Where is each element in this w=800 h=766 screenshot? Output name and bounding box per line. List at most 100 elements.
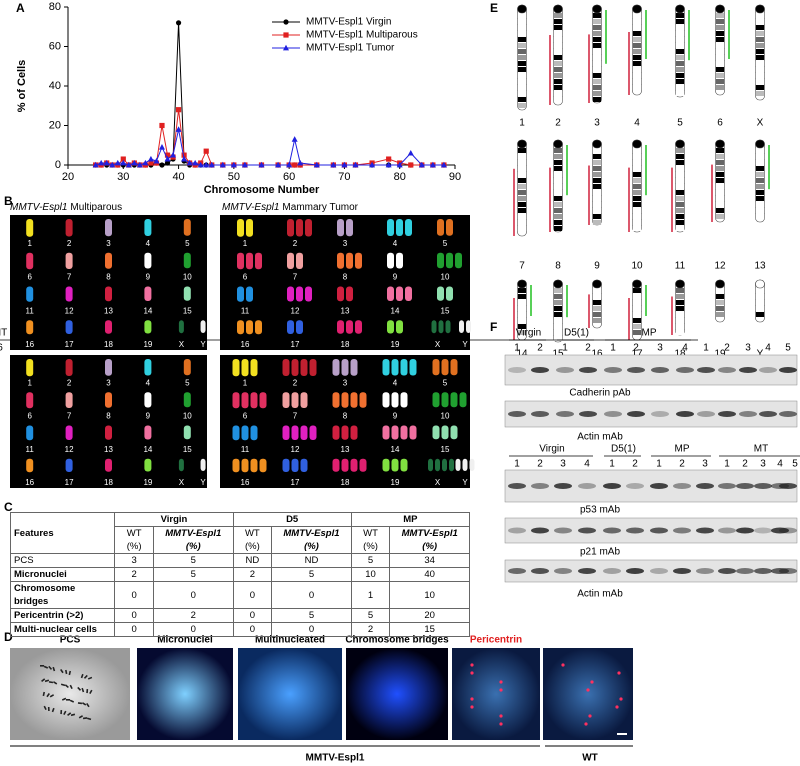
lane-number: 3	[560, 459, 566, 470]
band	[675, 61, 685, 66]
blot-band	[779, 527, 797, 534]
band	[517, 19, 527, 24]
chromosome	[332, 392, 340, 408]
table-cell: 2	[114, 567, 154, 582]
chromosome	[359, 458, 367, 472]
band	[592, 154, 602, 159]
band	[755, 166, 765, 171]
ideogram-label: 10	[631, 261, 643, 272]
panel-label: F	[490, 320, 497, 334]
centromere	[517, 279, 527, 289]
data-point	[186, 159, 193, 166]
chromosome-label: 4	[393, 239, 398, 248]
spread-chromosome	[51, 707, 55, 713]
chromosome	[237, 320, 244, 335]
panel-label: E	[490, 1, 498, 15]
band	[755, 178, 765, 183]
spread-chromosome	[47, 706, 50, 712]
title-italic: MMTV-Espl1	[10, 202, 67, 213]
blot-band	[508, 411, 526, 417]
chromosome	[282, 425, 290, 440]
panel-label: B	[4, 194, 13, 208]
blot-band	[676, 367, 694, 373]
chromosome-label: X	[435, 340, 441, 349]
table-cell: ND	[232, 553, 273, 568]
table-row: Pericentrin (>2) 0 2 0 5 5 20	[9, 608, 470, 623]
band	[517, 43, 527, 48]
centromere	[675, 279, 685, 289]
chromosome	[246, 252, 253, 270]
band	[517, 13, 527, 18]
group-header: D5(1)	[564, 328, 589, 339]
chromosome-label: 8	[343, 412, 348, 421]
band	[632, 31, 642, 36]
data-point	[103, 159, 110, 166]
band	[632, 318, 642, 323]
data-point	[341, 161, 348, 168]
legend-label: MMTV-Espl1 Multiparous	[306, 30, 418, 41]
chromosome-label: 12	[291, 306, 300, 315]
table-cell: 40	[389, 567, 470, 582]
table-cell: 0	[114, 622, 154, 637]
band	[675, 85, 685, 90]
chromosome	[250, 425, 258, 441]
band	[715, 288, 725, 293]
band	[592, 61, 602, 66]
chromosome	[387, 252, 394, 269]
chromosome-label: 9	[146, 273, 151, 282]
chromosome-label: 12	[65, 445, 74, 454]
group-header: Virgin	[539, 444, 564, 455]
blot-band	[626, 483, 644, 489]
spread-chromosome	[65, 669, 68, 675]
blot-band	[554, 483, 572, 489]
chromosome	[309, 359, 317, 376]
band	[592, 196, 602, 201]
band	[675, 172, 685, 177]
spread-chromosome	[46, 693, 50, 698]
band	[517, 184, 527, 189]
chromosome-label: 8	[106, 273, 111, 282]
band	[517, 306, 527, 311]
data-point	[203, 148, 209, 154]
band	[553, 220, 563, 225]
blot-label: Cadherin pAb	[569, 388, 631, 399]
chromosome	[341, 458, 349, 472]
chromosome-label: 10	[183, 412, 192, 421]
band	[517, 288, 527, 293]
lane-number: 3	[745, 343, 751, 354]
chromosome	[355, 320, 362, 334]
blot-band	[650, 483, 668, 489]
data-point	[181, 155, 188, 162]
ideogram	[517, 4, 527, 111]
ideogram-label: 12	[714, 261, 726, 272]
band	[715, 294, 725, 299]
lane-number: 3	[760, 459, 766, 470]
blot-band	[604, 411, 622, 417]
band	[517, 318, 527, 323]
band	[632, 288, 642, 293]
chromosome	[300, 458, 308, 472]
band	[755, 190, 765, 195]
chromosome	[337, 219, 344, 237]
band	[592, 166, 602, 171]
band	[553, 67, 563, 72]
band	[592, 49, 602, 54]
chromosome-label: 11	[26, 306, 35, 315]
data-point	[170, 151, 177, 158]
chromosome	[26, 425, 34, 441]
chromosome	[309, 425, 317, 440]
table-cell: 0	[114, 581, 154, 609]
band	[755, 202, 765, 207]
blot-band	[718, 367, 736, 373]
data-point	[385, 161, 392, 168]
chromosome	[26, 286, 34, 302]
chromosome	[346, 219, 353, 237]
band	[592, 43, 602, 48]
chromosome-label: 7	[293, 273, 298, 282]
chromosome	[441, 359, 449, 376]
group-header: MP	[675, 444, 690, 455]
table-cell: MP	[350, 512, 471, 527]
table-cell: Multi-nuclear cells	[9, 622, 116, 637]
table-cell: WT (%)	[350, 526, 391, 554]
